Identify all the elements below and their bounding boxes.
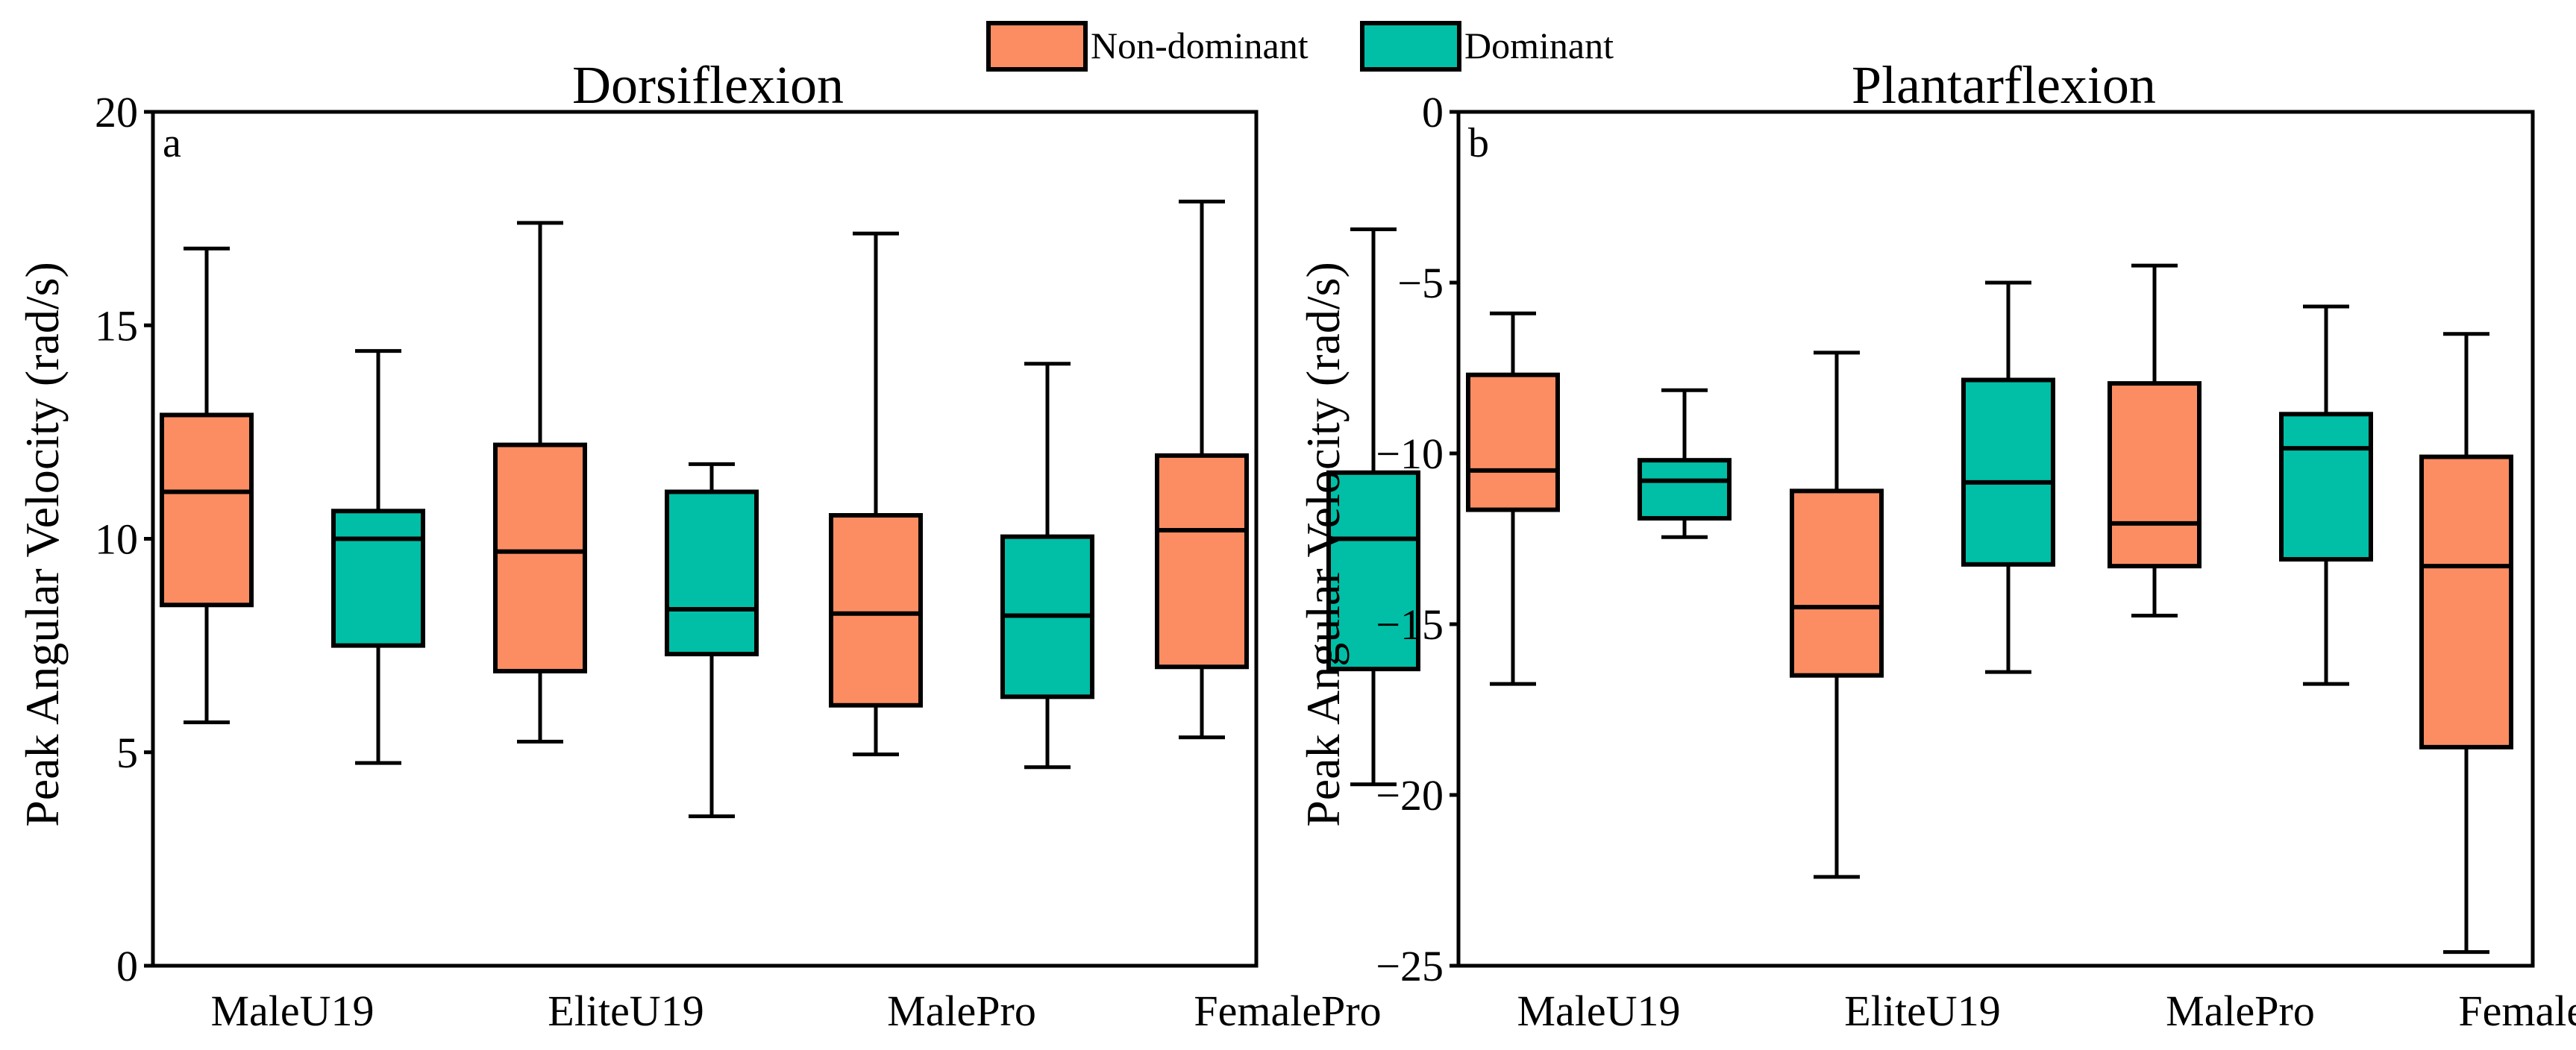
box-iqr	[829, 513, 923, 708]
panel-a-title: Dorsiflexion	[572, 55, 844, 115]
panel-b-ylabel: Peak Angular Velocity (rad/s)	[1297, 262, 1350, 827]
panel-b-ytick-label: −25	[1376, 942, 1444, 990]
box-iqr	[1961, 377, 2055, 567]
panel-b-y-axis: 0 −5 −10 −15 −20 −25	[1376, 88, 1458, 990]
box-maleu19-dominant	[1638, 388, 1732, 539]
panel-b-letter: b	[1468, 120, 1489, 166]
box-maleu19-dominant	[331, 349, 425, 765]
panel-b-ytick-label: 0	[1422, 88, 1444, 136]
box-iqr	[493, 442, 587, 673]
panel-b-title: Plantarflexion	[1852, 55, 2156, 115]
panel-b-ytick-label: −10	[1376, 430, 1444, 478]
panel-b-xtick-maleu19: MaleU19	[1517, 987, 1680, 1035]
panel-b-xtick-eliteu19: EliteU19	[1844, 987, 2000, 1035]
panel-a-y-axis: 0 5 10 15 20	[95, 88, 153, 990]
panel-a-ylabel: Peak Angular Velocity (rad/s)	[16, 262, 69, 827]
box-maleu19-non-dominant	[1466, 311, 1560, 686]
legend-swatch-non-dominant	[986, 21, 1088, 72]
box-malepro-dominant	[1000, 362, 1094, 770]
panel-b-ytick-label: −5	[1397, 259, 1444, 307]
box-malepro-dominant	[2279, 304, 2373, 686]
panel-a-x-axis: MaleU19 EliteU19 MalePro FemalePro	[210, 987, 1381, 1035]
panel-b-ytick-label: −20	[1376, 771, 1444, 820]
panel-b-x-axis: MaleU19 EliteU19 MalePro FemalePro	[1517, 987, 2576, 1035]
panel-a-ytick-label: 0	[116, 942, 138, 990]
legend-label-non-dominant: Non-dominant	[1091, 25, 1309, 66]
panel-a-xtick-eliteu19: EliteU19	[548, 987, 703, 1035]
box-iqr	[331, 509, 425, 648]
panel-b-ytick-label: −15	[1376, 600, 1444, 649]
box-eliteu19-non-dominant	[1790, 350, 1884, 879]
box-iqr	[665, 489, 759, 657]
legend-label-dominant: Dominant	[1464, 25, 1614, 66]
box-femalepro-dominant	[1326, 227, 1420, 787]
panel-a-ytick-label: 15	[95, 301, 138, 350]
box-iqr	[2279, 412, 2373, 562]
box-iqr	[1790, 488, 1884, 678]
panel-a-letter: a	[163, 120, 181, 166]
panel-a: Dorsiflexion Peak Angular Velocity (rad/…	[16, 55, 1420, 1035]
panel-a-ytick-label: 5	[116, 729, 138, 777]
box-malepro-non-dominant	[829, 231, 923, 757]
panel-b-frame	[1456, 110, 2535, 968]
panel-a-xtick-femalepro: FemalePro	[1194, 987, 1381, 1035]
box-femalepro-non-dominant	[2419, 332, 2513, 955]
panel-a-xtick-maleu19: MaleU19	[210, 987, 374, 1035]
panel-a-frame	[151, 110, 1259, 968]
panel-a-xtick-malepro: MalePro	[887, 987, 1036, 1035]
box-malepro-non-dominant	[2108, 263, 2201, 618]
legend-swatch-dominant	[1360, 21, 1461, 72]
box-eliteu19-dominant	[1961, 280, 2055, 674]
box-eliteu19-dominant	[665, 462, 759, 819]
box-iqr	[1466, 372, 1560, 512]
box-iqr	[1638, 458, 1732, 521]
panel-b: Plantarflexion Peak Angular Velocity (ra…	[1297, 55, 2576, 1035]
box-iqr	[2419, 454, 2513, 749]
panel-b-boxes	[1466, 263, 2513, 955]
panel-b-xtick-malepro: MalePro	[2166, 987, 2315, 1035]
legend: Non-dominant Dominant	[986, 21, 1614, 72]
box-iqr	[2108, 381, 2201, 569]
panel-b-xtick-femalepro: FemalePro	[2458, 987, 2576, 1035]
box-eliteu19-non-dominant	[493, 221, 587, 744]
box-femalepro-non-dominant	[1155, 199, 1249, 740]
panel-a-ytick-label: 10	[95, 515, 138, 564]
panel-a-boxes	[160, 199, 1420, 819]
box-maleu19-non-dominant	[160, 246, 254, 725]
box-iqr	[1155, 453, 1249, 670]
box-iqr	[160, 412, 254, 608]
panel-a-ytick-label: 20	[95, 88, 138, 136]
box-iqr	[1326, 470, 1420, 672]
